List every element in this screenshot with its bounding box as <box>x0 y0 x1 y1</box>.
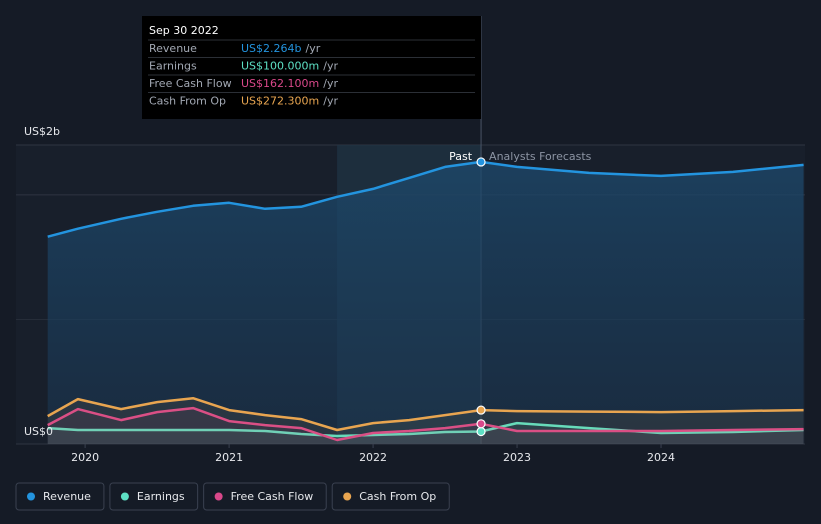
x-tick-label: 2024 <box>647 451 675 464</box>
tooltip-label: Free Cash Flow <box>149 77 232 90</box>
series-line <box>47 160 804 238</box>
series-line <box>47 406 804 442</box>
legend-item[interactable]: Revenue <box>15 482 105 511</box>
y-tick-label: US$0 <box>24 425 53 438</box>
point-marker <box>476 405 486 415</box>
legend-label: Free Cash Flow <box>231 490 314 503</box>
forecast-label: Analysts Forecasts <box>489 150 592 163</box>
tooltip-unit: /yr <box>306 42 321 55</box>
series-line <box>47 396 804 432</box>
tooltip-value: US$2.264b <box>241 42 302 55</box>
legend-box <box>109 482 199 511</box>
x-tick-label: 2022 <box>359 451 387 464</box>
tooltip-title: Sep 30 2022 <box>149 24 219 37</box>
tooltip-unit: /yr <box>323 77 338 90</box>
tooltip-label: Revenue <box>149 42 197 55</box>
legend-swatch <box>27 492 35 501</box>
legend-item[interactable]: Cash From Op <box>331 482 450 511</box>
legend-box <box>15 482 105 511</box>
x-tick-label: 2021 <box>215 451 243 464</box>
legend-box <box>331 482 450 511</box>
x-tick-label: 2023 <box>503 451 531 464</box>
legend-label: Earnings <box>137 490 185 503</box>
legend-swatch <box>343 492 352 501</box>
tooltip-box <box>142 16 482 119</box>
legend-item[interactable]: Earnings <box>109 482 199 511</box>
legend-item[interactable]: Free Cash Flow <box>203 482 327 511</box>
legend-label: Cash From Op <box>359 490 436 503</box>
point-marker <box>476 419 486 429</box>
revenue-area <box>47 161 804 444</box>
point-marker <box>476 426 486 437</box>
tooltip-label: Earnings <box>149 60 197 73</box>
x-tick-label: 2020 <box>71 451 99 464</box>
series-area <box>47 398 804 444</box>
point-marker <box>476 157 486 167</box>
tooltip-value: US$272.300m <box>241 95 319 108</box>
tooltip-label: Cash From Op <box>149 95 226 108</box>
past-label: Past <box>449 150 473 163</box>
legend-swatch <box>120 492 129 501</box>
legend-label: Revenue <box>43 490 91 503</box>
y-tick-label: US$2b <box>24 125 60 138</box>
tooltip-value: US$162.100m <box>241 77 319 90</box>
tooltip-value: US$100.000m <box>241 60 319 73</box>
legend-swatch <box>214 492 223 501</box>
series-area <box>47 408 804 444</box>
tooltip-unit: /yr <box>323 60 338 73</box>
legend-box <box>203 482 327 511</box>
tooltip-unit: /yr <box>323 95 338 108</box>
